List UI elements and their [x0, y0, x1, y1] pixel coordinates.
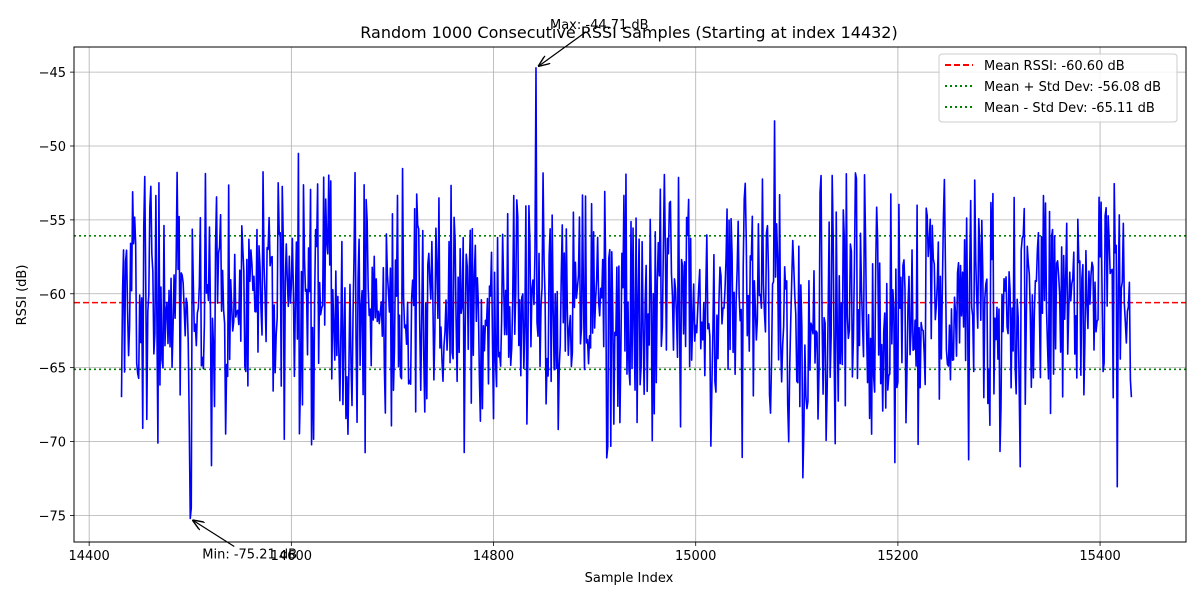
x-tick-label: 14800 — [473, 549, 514, 564]
series-group — [120, 67, 1133, 520]
y-tick-label: −75 — [39, 509, 66, 524]
max-annotation-label: Max: -44.71 dB — [550, 18, 649, 33]
y-tick-label: −55 — [39, 214, 66, 229]
max-arrow — [539, 31, 587, 66]
legend: Mean RSSI: -60.60 dB Mean + Std Dev: -56… — [938, 53, 1178, 123]
y-tick-label: −65 — [39, 362, 66, 377]
y-ticks: −75 −70 −65 −60 −55 −50 −45 — [39, 66, 74, 524]
y-axis-label: RSSI (dB) — [15, 265, 30, 326]
x-tick-label: 14400 — [68, 549, 109, 564]
annotations: Max: -44.71 dB Min: -75.21 dB — [193, 18, 649, 563]
y-tick-label: −50 — [39, 140, 66, 155]
x-tick-label: 15200 — [877, 549, 918, 564]
chart-title: Random 1000 Consecutive RSSI Samples (St… — [360, 23, 897, 42]
x-tick-label: 15400 — [1079, 549, 1120, 564]
legend-label-mean: Mean RSSI: -60.60 dB — [984, 59, 1125, 74]
x-tick-label: 15000 — [675, 549, 716, 564]
rssi-series-line — [120, 67, 1133, 520]
x-axis-label: Sample Index — [585, 571, 674, 586]
legend-box — [938, 53, 1178, 123]
x-ticks: 14400 14600 14800 15000 15200 15400 — [68, 542, 1121, 564]
y-tick-label: −60 — [39, 288, 66, 303]
plot-frame — [73, 46, 1187, 543]
legend-label-plus-std: Mean + Std Dev: -56.08 dB — [984, 80, 1161, 95]
min-arrow — [193, 521, 235, 548]
y-tick-label: −45 — [39, 66, 66, 81]
min-annotation-label: Min: -75.21 dB — [202, 548, 297, 563]
y-tick-label: −70 — [39, 436, 66, 451]
legend-label-minus-std: Mean - Std Dev: -65.11 dB — [984, 101, 1155, 116]
x-tick-label: 14600 — [271, 549, 312, 564]
